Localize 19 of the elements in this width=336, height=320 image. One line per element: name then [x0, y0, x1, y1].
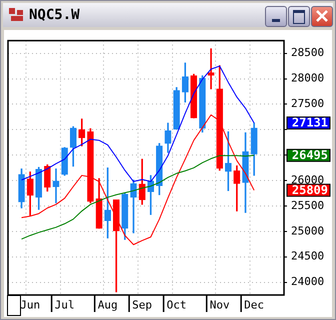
text: 26495 [292, 148, 328, 162]
x-tick-label: Aug [98, 298, 118, 312]
chart-title: NQC5.W [29, 7, 80, 23]
candlestick [208, 48, 214, 90]
x-tick-label: Dec [244, 298, 264, 312]
y-tick-label: 28000 [291, 72, 324, 85]
text: 27131 [292, 116, 328, 130]
y-tick-label: 27500 [291, 97, 324, 110]
y-tick-label: 25000 [291, 224, 324, 238]
y-tick-label: 24500 [291, 250, 324, 263]
y-tick-label: 24000 [291, 275, 324, 288]
x-tick-label: Oct [166, 298, 187, 312]
y-tick-label: 28500 [291, 46, 324, 60]
x-tick-label: Jun [20, 298, 40, 312]
y-tick-label: 25500 [291, 198, 324, 212]
candlestick [52, 168, 60, 204]
x-tick-label: Sep [132, 298, 152, 312]
x-tick-label: Jul [54, 298, 75, 312]
x-tick-label: Nov [210, 298, 230, 312]
